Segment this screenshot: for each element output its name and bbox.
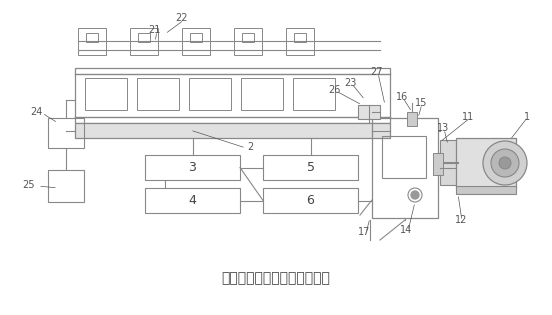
Text: 3: 3 [189, 161, 197, 174]
Bar [358, 105, 380, 119]
Bar [75, 68, 390, 123]
Text: 13: 13 [437, 123, 449, 133]
Bar [382, 136, 426, 178]
Text: 17: 17 [358, 227, 370, 237]
Text: 图为水表鉴定装置结构示意图: 图为水表鉴定装置结构示意图 [221, 271, 331, 285]
Text: 11: 11 [462, 112, 474, 122]
Bar [294, 33, 306, 42]
Bar [372, 118, 438, 218]
Text: 2: 2 [247, 142, 253, 152]
Bar [407, 112, 417, 126]
Text: 12: 12 [455, 215, 468, 225]
Text: 4: 4 [189, 194, 197, 207]
Bar [189, 78, 231, 110]
Bar [242, 33, 254, 42]
Bar [86, 33, 98, 42]
Circle shape [499, 157, 511, 169]
Bar [286, 28, 314, 55]
Bar [85, 78, 127, 110]
Text: 26: 26 [328, 85, 341, 95]
Bar [137, 78, 179, 110]
Bar [138, 33, 150, 42]
Bar [145, 155, 240, 180]
Bar [48, 170, 84, 202]
Bar [234, 28, 262, 55]
Text: 14: 14 [400, 225, 412, 235]
Bar [145, 188, 240, 213]
Bar [182, 28, 210, 55]
Circle shape [491, 149, 519, 177]
Bar [456, 138, 516, 188]
Bar [190, 33, 202, 42]
Text: 15: 15 [415, 98, 427, 108]
Bar [456, 186, 516, 194]
Text: 21: 21 [148, 25, 161, 35]
Text: 27: 27 [370, 67, 383, 77]
Text: 16: 16 [396, 92, 408, 102]
Text: 6: 6 [306, 194, 315, 207]
Text: 22: 22 [175, 13, 188, 23]
Bar [433, 153, 443, 175]
Bar [263, 188, 358, 213]
Text: 23: 23 [344, 78, 357, 88]
Bar [241, 78, 283, 110]
Text: 24: 24 [30, 107, 43, 117]
Circle shape [483, 141, 527, 185]
Bar [130, 28, 158, 55]
Text: 1: 1 [524, 112, 530, 122]
Bar [48, 118, 84, 148]
Bar [440, 140, 458, 185]
Bar [75, 123, 390, 138]
Bar [293, 78, 335, 110]
Text: 5: 5 [306, 161, 315, 174]
Text: 25: 25 [22, 180, 34, 190]
Circle shape [411, 191, 419, 199]
Bar [78, 28, 106, 55]
Bar [263, 155, 358, 180]
